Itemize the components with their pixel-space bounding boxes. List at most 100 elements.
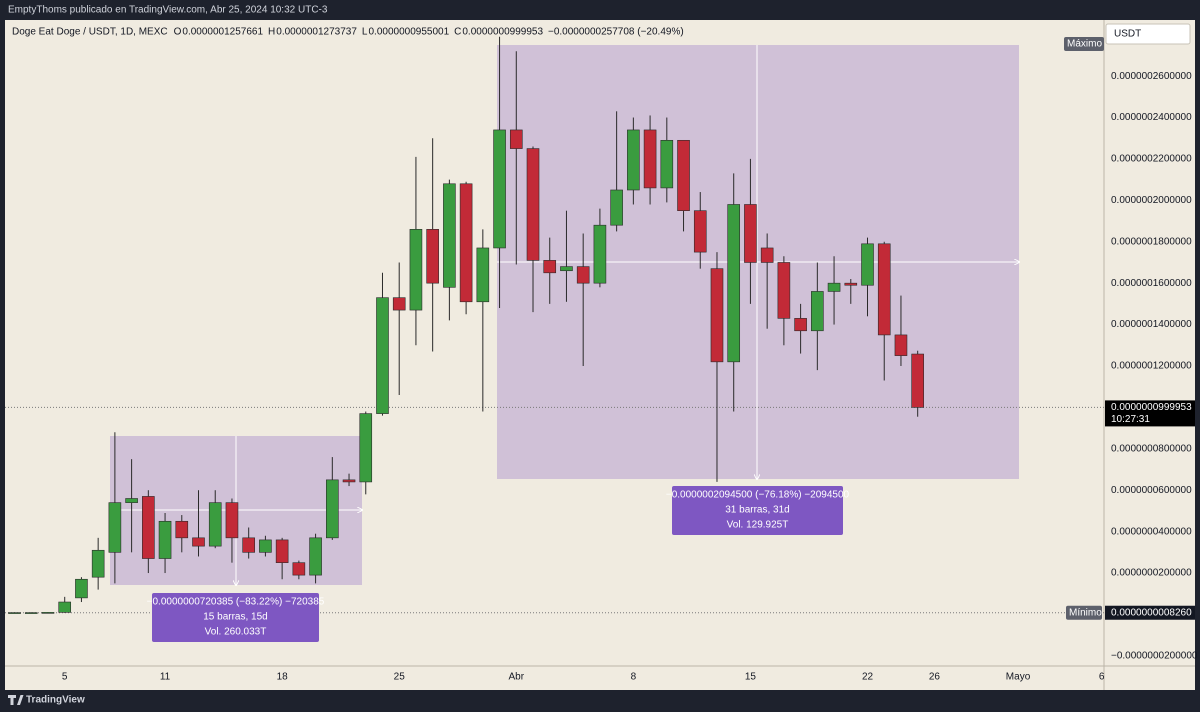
y-tick-label: 0.0000002400000	[1111, 112, 1192, 123]
candle-body	[326, 479, 339, 539]
candle-body	[376, 297, 389, 414]
candle-body	[342, 479, 356, 483]
candle-body	[58, 601, 72, 613]
change: −0.0000000257708 (−20.49%)	[548, 27, 684, 38]
x-tick-label: 15	[745, 672, 757, 683]
candle-body	[8, 612, 21, 614]
candle-body	[142, 496, 155, 559]
y-tick-label: 0.0000002600000	[1111, 71, 1192, 82]
candle-body	[309, 537, 322, 576]
brand: TradingView	[26, 695, 85, 706]
y-tick-label: 0.0000001400000	[1111, 319, 1192, 330]
x-tick-label: 11	[160, 672, 171, 683]
candle-body	[560, 266, 573, 272]
candle-body	[827, 282, 841, 292]
candle-body	[208, 502, 222, 547]
candle-body	[727, 204, 741, 363]
measure-label: −0.0000002094500 (−76.18%) −2094500	[666, 490, 850, 501]
candle-body	[844, 282, 858, 286]
candle-body	[75, 578, 88, 599]
price-value: 0.0000000999953	[1111, 402, 1192, 413]
candle-body	[610, 189, 623, 226]
currency[interactable]: USDT	[1114, 29, 1141, 40]
ohlc-value: 0.0000000955001	[368, 27, 449, 38]
candle-body	[894, 334, 908, 356]
published-note: EmptyThoms publicado en TradingView.com,…	[8, 5, 328, 16]
x-tick-label: 26	[929, 672, 941, 683]
symbol: Doge Eat Doge / USDT, 1D, MEXC	[12, 27, 168, 38]
ohlc-value: 0.0000000999953	[462, 27, 543, 38]
candle-body	[744, 204, 757, 263]
legend: Doge Eat Doge / USDT, 1D, MEXC O 0.0000001…	[12, 27, 684, 38]
x-tick-label: 18	[277, 672, 289, 683]
y-tick-label: 0.0000001600000	[1111, 278, 1192, 289]
measure-label-box	[672, 486, 843, 535]
candle-body	[693, 210, 707, 253]
measure-label-box	[152, 593, 319, 642]
min-value: 0.0000000008260	[1111, 607, 1192, 618]
ohlc-key: L	[362, 27, 368, 38]
y-tick-label: 0.0000002000000	[1111, 195, 1192, 206]
candle-body	[677, 139, 690, 211]
y-tick-label: 0.0000000800000	[1111, 443, 1192, 454]
measure-labels: −0.0000000720385 (−83.22%) −720385 15 bar…	[147, 486, 850, 642]
x-tick-label: 22	[862, 672, 874, 683]
currency-box[interactable]	[1105, 23, 1191, 45]
candle-body	[493, 129, 506, 249]
candle-body	[760, 247, 774, 263]
candle-body	[292, 562, 306, 576]
y-tick-label: 0.0000002200000	[1111, 154, 1192, 165]
y-tick-label: 0.0000000400000	[1111, 526, 1192, 537]
candle-body	[175, 520, 189, 539]
x-tick-label: 6	[1099, 672, 1105, 683]
min-value-box	[1105, 605, 1195, 620]
countdown: 10:27:31	[1111, 414, 1150, 425]
candle-body	[158, 520, 172, 559]
candle-body	[576, 266, 590, 284]
y-tick-label: 0.0000001800000	[1111, 236, 1192, 247]
candle-body	[359, 413, 373, 483]
candle-body	[259, 539, 272, 553]
candle-body	[192, 537, 205, 547]
measure-label: 15 barras, 15d	[203, 612, 268, 623]
candle-body	[409, 229, 423, 311]
measure-label: Vol. 260.033T	[205, 627, 267, 638]
candle-body	[108, 502, 122, 553]
ohlc-value: 0.0000001257661	[182, 27, 263, 38]
candle-body	[225, 502, 239, 539]
measure-label: Vol. 129.925T	[727, 520, 789, 531]
candle-body	[627, 129, 640, 191]
candle-body	[242, 537, 255, 553]
candle-body	[125, 498, 138, 503]
plot	[5, 36, 1104, 614]
candle-body	[877, 243, 891, 336]
candle-body	[643, 129, 657, 189]
ohlc-key: H	[268, 27, 275, 38]
candle-body	[526, 148, 540, 261]
x-tick-label: 8	[631, 672, 637, 683]
axes: 0.0000002600000 0.0000002400000 0.00000022…	[62, 37, 1198, 683]
candle-body	[777, 262, 791, 319]
y-tick-label: 0.0000000200000	[1111, 568, 1192, 579]
candle-body	[811, 291, 824, 332]
candle-body	[275, 539, 289, 563]
y-tick-label: 0.0000000600000	[1111, 485, 1192, 496]
x-tick-label: 25	[394, 672, 406, 683]
candle-body	[443, 183, 456, 288]
measure-label: −0.0000000720385 (−83.22%) −720385	[147, 597, 325, 608]
x-tick-label: 5	[62, 672, 68, 683]
candle-body	[459, 183, 473, 303]
candle-body	[392, 297, 406, 311]
candle-body	[476, 247, 490, 303]
price-box	[1105, 400, 1195, 427]
candle-body	[593, 224, 607, 284]
candle-body	[794, 318, 807, 332]
ohlc-value: 0.0000001273737	[276, 27, 357, 38]
ohlc-key: O	[174, 27, 182, 38]
x-tick-label: Abr	[509, 672, 525, 683]
measure-label: 31 barras, 31d	[725, 505, 790, 516]
candle-body	[41, 612, 55, 614]
candle-body	[91, 549, 105, 578]
candle-body	[861, 243, 874, 286]
